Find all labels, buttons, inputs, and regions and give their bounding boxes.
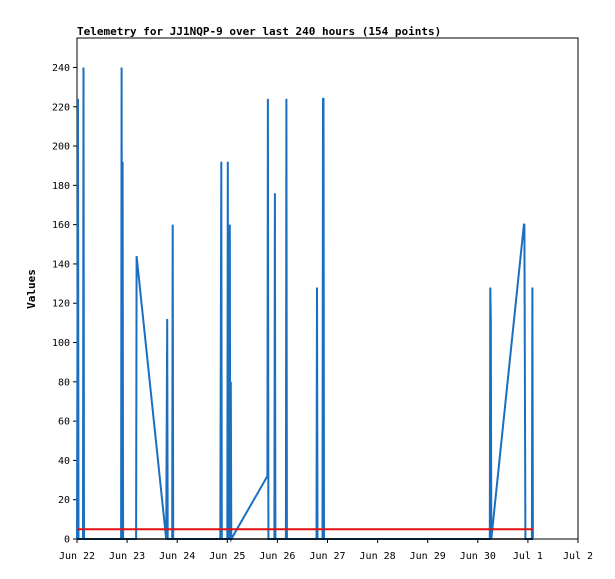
y-tick-label: 60 (58, 417, 70, 428)
series-layer (76, 67, 534, 543)
x-tick-label: Jun 22 (59, 551, 95, 562)
x-tick-label: Jun 24 (159, 551, 195, 562)
x-tick-label: Jun 25 (209, 551, 245, 562)
y-tick-label: 20 (58, 495, 70, 506)
y-tick-label: 40 (58, 456, 70, 467)
x-axis: Jun 22 Jun 23 Jun 24 Jun 25 Jun 26 Jun 27 Jun … (59, 539, 593, 562)
y-tick-label: 200 (52, 142, 70, 153)
y-tick-label: 120 (52, 299, 70, 310)
y-tick-label: 100 (52, 338, 70, 349)
y-tick-label: 140 (52, 259, 70, 270)
y-tick-label: 220 (52, 102, 70, 113)
x-tick-label: Jun 29 (410, 551, 446, 562)
y-tick-label: 180 (52, 181, 70, 192)
chart-title: Telemetry for JJ1NQP-9 over last 240 hou… (77, 25, 441, 38)
series-line-0 (76, 67, 534, 543)
x-tick-label: Jun 27 (309, 551, 345, 562)
x-tick-label: Jun 23 (109, 551, 145, 562)
x-tick-label: Jun 28 (360, 551, 396, 562)
y-axis-label: Values (25, 269, 38, 309)
y-tick-label: 160 (52, 220, 70, 231)
plot-frame (76, 37, 579, 540)
y-tick-label: 80 (58, 377, 70, 388)
y-tick-label: 0 (64, 535, 70, 546)
x-tick-label: Jul 2 (563, 551, 593, 562)
y-axis: 0 20 40 60 80 100 120 140 160 180 200 220 240 (52, 63, 77, 546)
x-tick-label: Jun 26 (259, 551, 295, 562)
y-tick-label: 240 (52, 63, 70, 74)
x-tick-label: Jul 1 (513, 551, 543, 562)
x-tick-label: Jun 30 (460, 551, 496, 562)
